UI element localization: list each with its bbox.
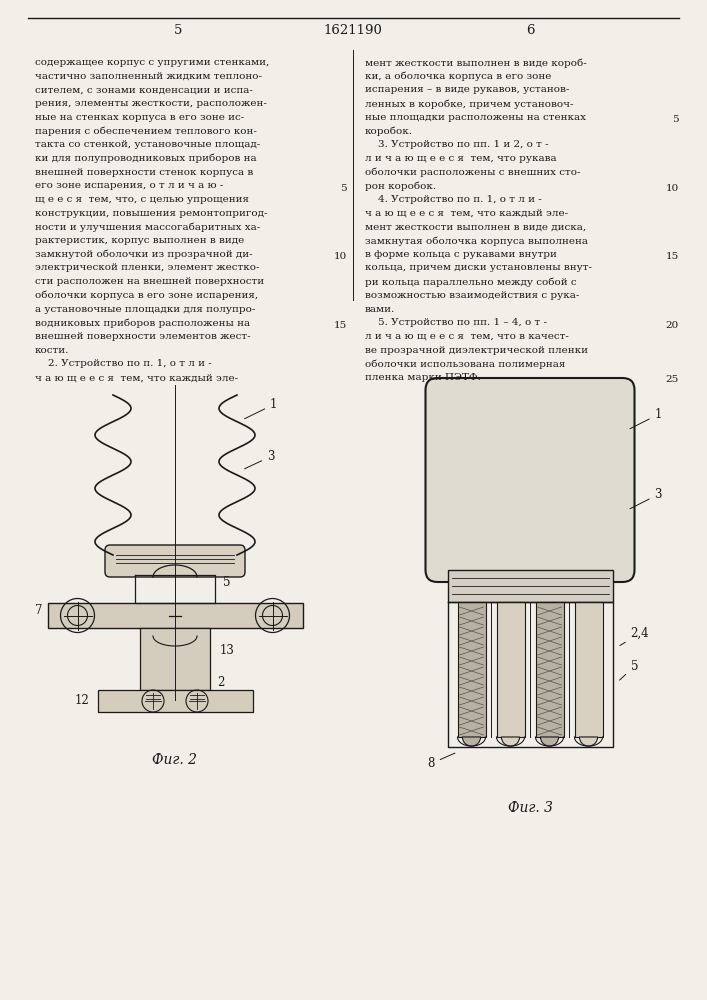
Text: ки, а оболочка корпуса в его зоне: ки, а оболочка корпуса в его зоне	[365, 72, 551, 81]
Text: рения, элементы жесткости, расположен-: рения, элементы жесткости, расположен-	[35, 99, 267, 108]
Text: мент жесткости выполнен в виде диска,: мент жесткости выполнен в виде диска,	[365, 222, 586, 231]
Text: сти расположен на внешней поверхности: сти расположен на внешней поверхности	[35, 277, 264, 286]
Text: содержащее корпус с упругими стенками,: содержащее корпус с упругими стенками,	[35, 58, 269, 67]
Text: ные площадки расположены на стенках: ные площадки расположены на стенках	[365, 113, 586, 122]
Text: Фиг. 3: Фиг. 3	[508, 801, 552, 815]
Text: 12: 12	[75, 694, 90, 706]
FancyBboxPatch shape	[426, 378, 634, 582]
Text: 4. Устройство по п. 1, о т л и -: 4. Устройство по п. 1, о т л и -	[365, 195, 542, 204]
Text: внешней поверхности элементов жест-: внешней поверхности элементов жест-	[35, 332, 250, 341]
Text: ности и улучшения массогабаритных ха-: ности и улучшения массогабаритных ха-	[35, 222, 260, 232]
Text: вами.: вами.	[365, 305, 395, 314]
Text: замкнутая оболочка корпуса выполнена: замкнутая оболочка корпуса выполнена	[365, 236, 588, 246]
Text: Фиг. 2: Фиг. 2	[153, 753, 197, 767]
Text: 2,4: 2,4	[620, 627, 649, 646]
Text: 6: 6	[526, 23, 534, 36]
Text: 5. Устройство по пп. 1 – 4, о т -: 5. Устройство по пп. 1 – 4, о т -	[365, 318, 547, 327]
Bar	[98, 690, 252, 712]
FancyBboxPatch shape	[105, 545, 245, 577]
Text: коробок.: коробок.	[365, 126, 413, 136]
Text: конструкции, повышения ремонтопригод-: конструкции, повышения ремонтопригод-	[35, 209, 267, 218]
Text: ри кольца параллельно между собой с: ри кольца параллельно между собой с	[365, 277, 577, 287]
Text: внешней поверхности стенок корпуса в: внешней поверхности стенок корпуса в	[35, 168, 253, 177]
Wedge shape	[540, 737, 559, 746]
Text: 10: 10	[666, 184, 679, 193]
Wedge shape	[580, 737, 597, 746]
Text: 3: 3	[630, 488, 662, 509]
Text: замкнутой оболочки из прозрачной ди-: замкнутой оболочки из прозрачной ди-	[35, 250, 252, 259]
Text: рон коробок.: рон коробок.	[365, 181, 436, 191]
Text: ки для полупроводниковых приборов на: ки для полупроводниковых приборов на	[35, 154, 257, 163]
Text: 2: 2	[217, 676, 224, 688]
Text: пленка марки ПЭТФ.: пленка марки ПЭТФ.	[365, 373, 481, 382]
Text: л и ч а ю щ е е с я  тем, что рукава: л и ч а ю щ е е с я тем, что рукава	[365, 154, 556, 163]
Text: его зоне испарения, о т л и ч а ю -: его зоне испарения, о т л и ч а ю -	[35, 181, 223, 190]
Text: 15: 15	[666, 252, 679, 261]
Text: водниковых приборов расположены на: водниковых приборов расположены на	[35, 318, 250, 328]
Text: 15: 15	[334, 321, 347, 330]
Text: оболочки корпуса в его зоне испарения,: оболочки корпуса в его зоне испарения,	[35, 291, 258, 300]
Bar	[140, 628, 210, 690]
Text: 5: 5	[174, 23, 182, 36]
Text: такта со стенкой, установочные площад-: такта со стенкой, установочные площад-	[35, 140, 260, 149]
Text: мент жесткости выполнен в виде короб-: мент жесткости выполнен в виде короб-	[365, 58, 587, 68]
Bar	[496, 602, 525, 737]
Text: ленных в коробке, причем установоч-: ленных в коробке, причем установоч-	[365, 99, 573, 109]
Text: ве прозрачной диэлектрической пленки: ве прозрачной диэлектрической пленки	[365, 346, 588, 355]
Text: в форме кольца с рукавами внутри: в форме кольца с рукавами внутри	[365, 250, 557, 259]
Text: 1621190: 1621190	[324, 23, 382, 36]
Text: кольца, причем диски установлены внут-: кольца, причем диски установлены внут-	[365, 263, 592, 272]
Text: рактеристик, корпус выполнен в виде: рактеристик, корпус выполнен в виде	[35, 236, 244, 245]
Text: щ е е с я  тем, что, с целью упрощения: щ е е с я тем, что, с целью упрощения	[35, 195, 249, 204]
Text: 3. Устройство по пп. 1 и 2, о т -: 3. Устройство по пп. 1 и 2, о т -	[365, 140, 549, 149]
Text: сителем, с зонами конденсации и испа-: сителем, с зонами конденсации и испа-	[35, 85, 253, 94]
Text: ные на стенках корпуса в его зоне ис-: ные на стенках корпуса в его зоне ис-	[35, 113, 244, 122]
Text: кости.: кости.	[35, 346, 69, 355]
Bar	[457, 602, 486, 737]
Bar	[47, 603, 303, 628]
Text: электрической пленки, элемент жестко-: электрической пленки, элемент жестко-	[35, 263, 259, 272]
Text: 1: 1	[245, 398, 277, 419]
Wedge shape	[501, 737, 520, 746]
Text: л и ч а ю щ е е с я  тем, что в качест-: л и ч а ю щ е е с я тем, что в качест-	[365, 332, 569, 341]
Text: ч а ю щ е е с я  тем, что каждый эле-: ч а ю щ е е с я тем, что каждый эле-	[365, 209, 568, 218]
Text: 5: 5	[223, 576, 230, 589]
Text: 25: 25	[666, 375, 679, 384]
Text: 8: 8	[428, 753, 455, 770]
Text: 5: 5	[619, 660, 638, 680]
Text: 5: 5	[340, 184, 347, 193]
Text: частично заполненный жидким теплоно-: частично заполненный жидким теплоно-	[35, 72, 262, 81]
Text: ч а ю щ е е с я  тем, что каждый эле-: ч а ю щ е е с я тем, что каждый эле-	[35, 373, 238, 382]
Bar	[535, 602, 563, 737]
Text: испарения – в виде рукавов, установ-: испарения – в виде рукавов, установ-	[365, 85, 569, 94]
Text: 10: 10	[334, 252, 347, 261]
Text: 3: 3	[245, 450, 274, 469]
Text: оболочки использована полимерная: оболочки использована полимерная	[365, 359, 566, 369]
Text: возможностью взаимодействия с рука-: возможностью взаимодействия с рука-	[365, 291, 579, 300]
Text: 7: 7	[35, 604, 42, 617]
Text: оболочки расположены с внешних сто-: оболочки расположены с внешних сто-	[365, 168, 580, 177]
Text: а установочные площадки для полупро-: а установочные площадки для полупро-	[35, 305, 255, 314]
Text: 1: 1	[630, 408, 662, 429]
Bar	[448, 570, 612, 602]
Text: 5: 5	[672, 115, 679, 124]
Text: 13: 13	[220, 644, 235, 656]
Text: 2. Устройство по п. 1, о т л и -: 2. Устройство по п. 1, о т л и -	[35, 359, 212, 368]
Text: парения с обеспечением теплового кон-: парения с обеспечением теплового кон-	[35, 126, 257, 136]
Wedge shape	[462, 737, 481, 746]
Bar	[575, 602, 602, 737]
Text: 20: 20	[666, 321, 679, 330]
